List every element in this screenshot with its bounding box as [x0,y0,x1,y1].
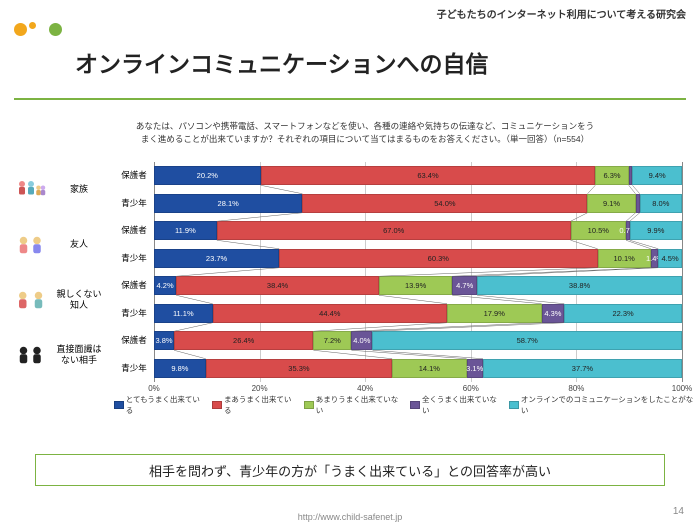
question-text: あなたは、パソコンや携帯電話、スマートフォンなどを使い、各種の連絡や気持ちの伝達… [135,120,595,146]
bar-segment: 8.0% [640,194,682,213]
bar-segment: 10.1% [598,249,651,268]
people-icon [14,232,48,258]
bar-row: 3.8%26.4%7.2%4.0%58.7% [154,327,682,355]
x-tick: 80% [568,384,584,393]
legend: とてもうまく出来ているまあうまく出来ているあまりうまく出来ていない全くうまく出来… [114,394,694,416]
stacked-bar-chart: 家族友人親しくない知人直接面識はない相手 保護者青少年保護者青少年保護者青少年保… [14,162,686,414]
legend-item: 全くうまく出来ていない [410,394,501,416]
sub-label: 保護者 [114,217,154,245]
bar-segment: 7.2% [313,331,351,350]
bar-segment: 22.3% [564,304,682,323]
x-tick: 20% [252,384,268,393]
plot-area: 20.2%63.4%6.3%9.4% 28.1%54.0%9.1% 8.0% 11.9… [154,162,682,382]
bar-row: 9.8%35.3%14.1%3.1%37.7% [154,355,682,383]
group-row: 親しくない知人 [14,272,114,327]
bar-segment: 9.8% [154,359,206,378]
bar-segment: 6.3% [595,166,628,185]
bar-segment: 20.2% [154,166,261,185]
sub-label: 保護者 [114,162,154,190]
bar-segment: 10.5% [571,221,626,240]
legend-item: まあうまく出来ている [212,394,296,416]
bar-segment: 28.1% [154,194,302,213]
bar-segment: 60.3% [279,249,597,268]
legend-label: まあうまく出来ている [224,394,296,416]
bar-segment: 35.3% [206,359,392,378]
bar-segment: 37.7% [483,359,682,378]
page-title: オンラインコミュニケーションへの自信 [75,45,489,79]
sub-labels: 保護者青少年保護者青少年保護者青少年保護者青少年 [114,162,154,382]
bar-segment: 38.4% [176,276,379,295]
sub-label: 保護者 [114,327,154,355]
group-label: 直接面識はない相手 [48,344,110,366]
legend-label: あまりうまく出来ていない [316,394,403,416]
x-tick: 40% [357,384,373,393]
legend-swatch [410,401,420,409]
sub-label: 青少年 [114,190,154,218]
bar-segment: 4.0% [351,331,372,350]
bar-segment: 4.7% [452,276,477,295]
legend-item: あまりうまく出来ていない [304,394,402,416]
legend-swatch [114,401,124,409]
group-label: 親しくない知人 [48,289,110,311]
x-tick: 0% [148,384,160,393]
bar-segment: 54.0% [302,194,587,213]
group-label: 家族 [48,184,110,195]
bar-row: 23.7%60.3%10.1%1.4%4.5% [154,245,682,273]
bar-segment: 14.1% [392,359,466,378]
logo [14,22,62,41]
legend-swatch [304,401,314,409]
people-icon [14,342,48,368]
x-tick: 60% [463,384,479,393]
sub-label: 青少年 [114,355,154,383]
bar-segment: 26.4% [174,331,313,350]
bar-segment: 38.8% [477,276,682,295]
bar-row: 11.1%44.4%17.9%4.3%22.3% [154,300,682,328]
sub-label: 保護者 [114,272,154,300]
bar-segment: 9.9% [630,221,682,240]
bar-segment: 58.7% [372,331,682,350]
bar-segment: 11.9% [154,221,217,240]
legend-label: 全くうまく出来ていない [422,394,501,416]
bar-segment: 3.1% [467,359,483,378]
legend-item: とてもうまく出来ている [114,394,204,416]
bar-segment: 67.0% [217,221,571,240]
group-row: 家族 [14,162,114,217]
bar-segment: 23.7% [154,249,279,268]
group-labels: 家族友人親しくない知人直接面識はない相手 [14,162,114,382]
bar-row: 11.9%67.0%10.5%0.7%9.9% [154,217,682,245]
bar-segment: 11.1% [154,304,213,323]
header-label: 子どもたちのインターネット利用について考える研究会 [437,6,686,21]
people-icon [14,287,48,313]
sub-label: 青少年 [114,300,154,328]
bar-row: 4.2%38.4%13.9%4.7%38.8% [154,272,682,300]
grid-line [682,162,683,382]
legend-item: オンラインでのコミュニケーションをしたことがない [509,394,694,416]
x-tick: 100% [672,384,692,393]
bar-row: 28.1%54.0%9.1% 8.0% [154,190,682,218]
group-row: 友人 [14,217,114,272]
bar-segment: 1.4% [651,249,658,268]
footer-url: http://www.child-safenet.jp [0,512,700,522]
bar-segment: 4.3% [542,304,565,323]
group-row: 直接面識はない相手 [14,327,114,382]
bar-segment: 9.1% [587,194,635,213]
bar-segment: 4.2% [154,276,176,295]
bar-segment: 3.8% [154,331,174,350]
legend-label: とてもうまく出来ている [126,394,205,416]
people-icon [14,177,48,203]
bar-segment: 4.5% [658,249,682,268]
legend-swatch [509,401,519,409]
legend-swatch [212,401,222,409]
bar-segment: 63.4% [261,166,596,185]
bar-segment: 17.9% [447,304,542,323]
bar-segment: 13.9% [379,276,452,295]
bar-segment: 9.4% [632,166,682,185]
bar-row: 20.2%63.4%6.3%9.4% [154,162,682,190]
title-underline [14,98,686,100]
group-label: 友人 [48,239,110,250]
bar-segment: 44.4% [213,304,447,323]
sub-label: 青少年 [114,245,154,273]
callout-box: 相手を問わず、青少年の方が「うまく出来ている」との回答率が高い [35,454,665,486]
legend-label: オンラインでのコミュニケーションをしたことがない [521,394,694,416]
